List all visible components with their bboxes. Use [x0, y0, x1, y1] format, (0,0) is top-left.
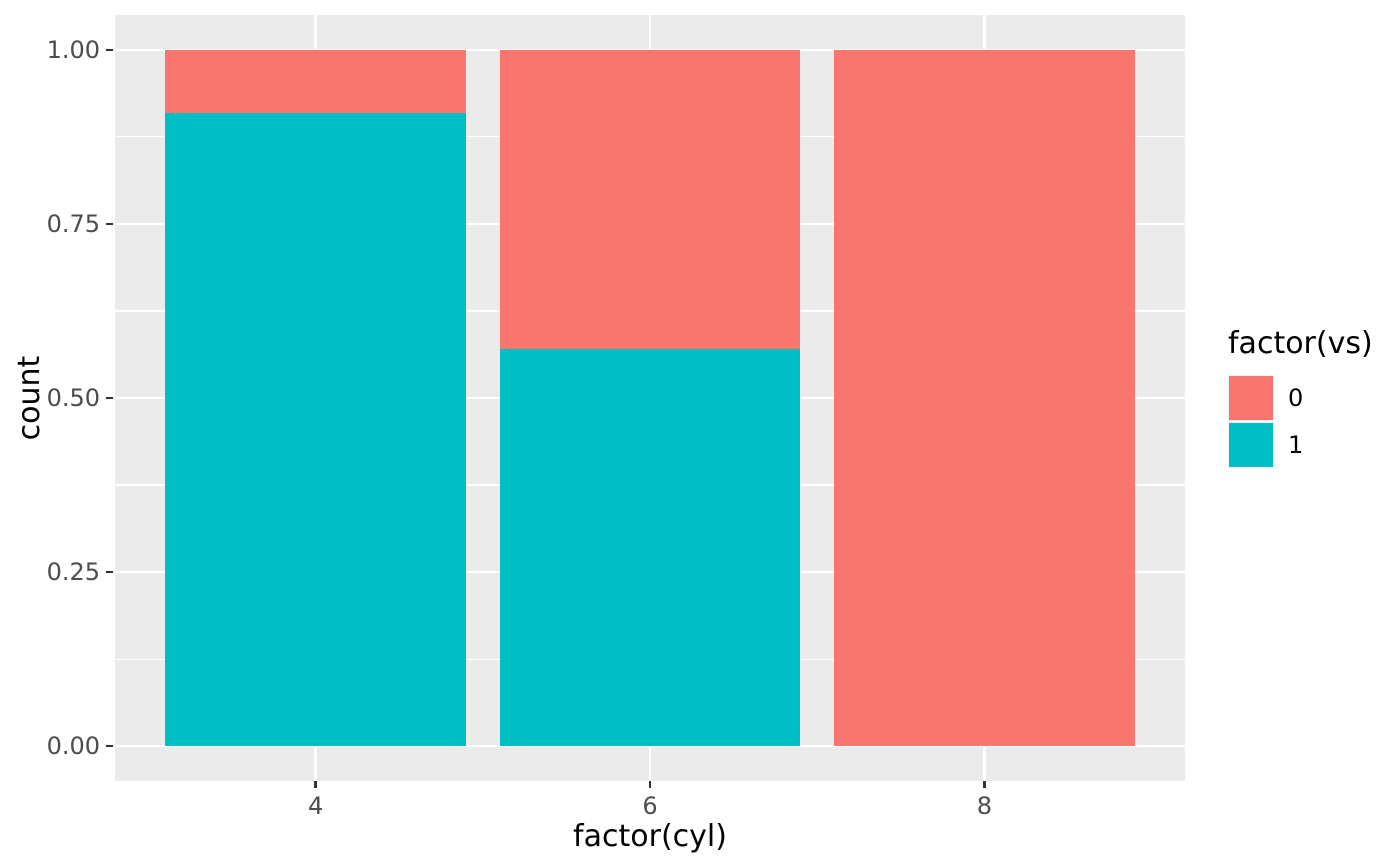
y-tick-label: 1.00 [46, 35, 100, 64]
x-tick-mark [983, 781, 986, 788]
legend-entry-1: 1 [1228, 422, 1373, 468]
legend-title: factor(vs) [1228, 326, 1373, 361]
x-tick-label: 4 [307, 792, 324, 820]
y-tick-label: 0.25 [46, 558, 100, 587]
legend-key-fill [1229, 376, 1273, 420]
y-tick-mark [106, 744, 113, 748]
y-tick-mark [106, 222, 113, 226]
bar-segment-cyl6-vs1 [499, 348, 801, 747]
bar-segment-cyl4-vs1 [165, 113, 467, 747]
legend-key-swatch [1228, 422, 1274, 468]
bar-segment-cyl6-vs0 [499, 49, 801, 349]
y-tick-mark [106, 396, 113, 400]
y-axis-title: count [12, 355, 47, 441]
x-tick-mark [314, 781, 317, 788]
y-tick-label: 0.75 [46, 209, 100, 238]
legend-entry-label: 1 [1288, 431, 1304, 459]
x-axis-title: factor(cyl) [573, 819, 727, 854]
x-tick-mark [648, 781, 652, 788]
legend-entry-0: 0 [1228, 375, 1373, 421]
bar-segment-cyl8-vs0 [833, 49, 1135, 747]
y-tick-label: 0.50 [46, 384, 100, 412]
bar-segment-cyl4-vs0 [165, 49, 467, 114]
legend-key-fill [1229, 423, 1273, 467]
x-tick-label: 6 [642, 792, 658, 820]
legend-key-swatch [1228, 375, 1274, 421]
y-tick-label: 0.00 [46, 732, 100, 761]
y-tick-mark [106, 48, 113, 52]
y-tick-mark [106, 570, 113, 574]
x-tick-label: 8 [976, 792, 993, 820]
legend-entry-label: 0 [1288, 384, 1304, 412]
